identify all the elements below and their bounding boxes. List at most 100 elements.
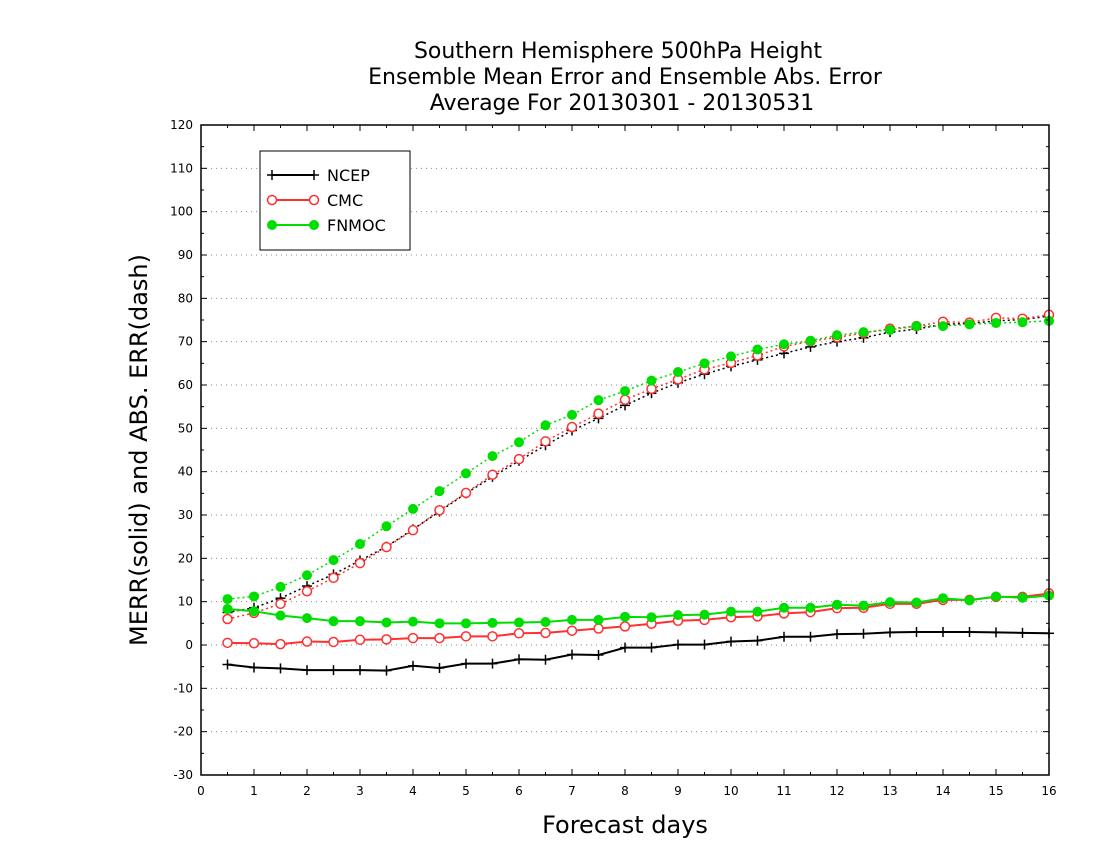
fnmoc-merr-point [275, 610, 286, 621]
x-axis: 0 1 2 3 4 5 6 7 8 9 10 11 12 13 14 15 16 [197, 125, 1057, 798]
legend-item-ncep: NCEP [267, 166, 370, 185]
cmc-abs-err-point [513, 453, 525, 465]
ncep-merr-point [275, 663, 286, 674]
fnmoc-merr-point [567, 614, 577, 625]
fnmoc-merr-point [858, 600, 869, 611]
ncep-merr-point [328, 665, 339, 676]
plot-area [222, 309, 1055, 676]
cmc-abs-err-point [328, 572, 339, 584]
y-tick-label: -20 [173, 725, 193, 739]
cmc-abs-err-point [301, 586, 313, 597]
fnmoc-abs-err-point [991, 318, 1001, 329]
cmc-merr-point [328, 636, 339, 648]
ncep-merr-point [964, 627, 975, 637]
fnmoc-abs-err-line [227, 320, 1050, 600]
fnmoc-abs-err-point [885, 324, 895, 335]
ncep-merr-point [249, 662, 259, 673]
y-tick-label: 30 [178, 508, 193, 522]
title-line-1: Southern Hemisphere 500hPa Height [414, 39, 822, 64]
cmc-merr-point [593, 623, 604, 634]
legend-marker [309, 170, 319, 180]
fnmoc-abs-err-point [699, 358, 710, 369]
x-tick-label: 5 [462, 784, 470, 798]
fnmoc-abs-err-point [355, 539, 365, 550]
fnmoc-merr-point [832, 599, 842, 610]
fnmoc-abs-err-point [249, 591, 259, 602]
x-tick-label: 9 [674, 784, 682, 798]
y-tick-label: 70 [178, 335, 193, 349]
ncep-merr-line [227, 631, 1050, 672]
fnmoc-merr-point [487, 617, 498, 628]
cmc-abs-err-point [619, 394, 631, 405]
fnmoc-abs-err-point [434, 486, 445, 497]
ncep-merr-point [302, 665, 312, 676]
fnmoc-merr-point [938, 593, 948, 604]
cmc-merr-point [619, 621, 631, 632]
cmc-abs-err-point [593, 408, 604, 419]
legend-label: FNMOC [327, 216, 386, 235]
cmc-abs-err-point [566, 421, 578, 433]
ncep-merr-point [832, 629, 842, 640]
legend-marker [308, 194, 320, 206]
fnmoc-merr-point [461, 618, 471, 629]
y-tick-label: 0 [185, 638, 193, 652]
x-tick-label: 8 [621, 784, 629, 798]
cmc-merr-point [540, 627, 551, 639]
fnmoc-merr-point [964, 595, 975, 606]
cmc-abs-err-point [646, 383, 657, 395]
fnmoc-merr-point [514, 617, 524, 628]
legend-marker [309, 220, 319, 230]
y-tick-label: 100 [170, 205, 193, 219]
x-tick-label: 16 [1041, 784, 1056, 798]
x-tick-label: 6 [515, 784, 523, 798]
y-tick-label: 120 [170, 118, 193, 132]
fnmoc-merr-point [646, 612, 657, 623]
ncep-merr-point [991, 627, 1001, 638]
title-line-3: Average For 20130301 - 20130531 [430, 91, 815, 116]
fnmoc-abs-err-point [514, 437, 524, 448]
cmc-abs-err-point [434, 504, 445, 516]
cmc-abs-err-point [222, 613, 233, 625]
fnmoc-abs-err-point [408, 503, 418, 514]
series-fnmoc [222, 315, 1054, 629]
ncep-merr-point [699, 639, 710, 650]
ncep-merr-point [911, 627, 922, 637]
y-tick-label: 10 [178, 595, 193, 609]
y-axis-title: MERR(solid) and ABS. ERR(dash) [125, 254, 153, 646]
fnmoc-abs-err-point [461, 468, 471, 479]
ncep-merr-point [779, 631, 789, 642]
legend: NCEP CMC FNMOC [259, 150, 411, 251]
ncep-merr-point [752, 635, 763, 646]
cmc-abs-err-point [460, 487, 472, 499]
x-tick-label: 12 [829, 784, 844, 798]
fnmoc-merr-point [222, 604, 233, 615]
fnmoc-abs-err-point [1017, 317, 1028, 328]
fnmoc-abs-err-point [964, 319, 975, 330]
fnmoc-abs-err-point [540, 420, 551, 431]
ncep-merr-point [408, 660, 418, 671]
x-tick-label: 15 [988, 784, 1003, 798]
legend-marker [267, 220, 277, 230]
y-tick-label: 110 [170, 161, 193, 175]
x-tick-label: 0 [197, 784, 205, 798]
ncep-merr-point [726, 636, 736, 647]
y-axis: -30 -20 -10 0 10 20 30 40 50 60 70 80 90 100 110 120 [170, 118, 1049, 782]
cmc-merr-point [407, 632, 419, 644]
fnmoc-merr-point [673, 610, 683, 621]
y-tick-label: 50 [178, 421, 193, 435]
x-tick-label: 2 [303, 784, 311, 798]
ncep-merr-point [673, 639, 683, 650]
x-tick-label: 14 [935, 784, 950, 798]
cmc-merr-point [460, 631, 472, 642]
cmc-abs-err-point [354, 557, 366, 569]
ncep-abs-err-line [227, 315, 1050, 614]
ncep-merr-point [593, 649, 604, 660]
fnmoc-merr-point [726, 606, 736, 617]
cmc-merr-point [248, 638, 260, 649]
cmc-merr-point [275, 638, 286, 650]
fnmoc-abs-err-point [911, 321, 922, 332]
x-tick-label: 4 [409, 784, 417, 798]
fnmoc-abs-err-point [938, 321, 948, 332]
fnmoc-merr-point [434, 618, 445, 629]
cmc-abs-err-point [540, 436, 551, 447]
